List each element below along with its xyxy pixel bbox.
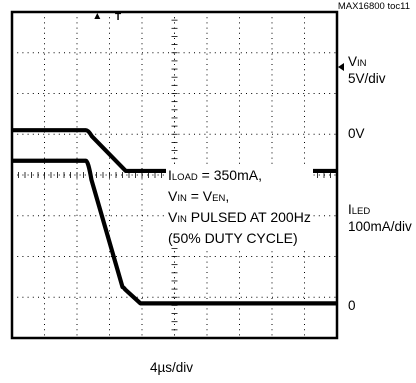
iled-zero-label: 0 <box>348 298 356 313</box>
iled-scale: 100mA/div <box>348 219 412 234</box>
trigger-level-arrow <box>338 62 344 71</box>
vin-zero-label: 0V <box>348 126 365 141</box>
annotation-vin-ven: VIN = VEN, <box>168 188 230 204</box>
trigger-marker: T <box>115 12 122 23</box>
time-scale: 4µs/div <box>150 360 194 375</box>
figure-id: MAX16800 toc11 <box>337 1 410 12</box>
markers <box>94 13 344 71</box>
trigger-position-arrow <box>94 13 101 19</box>
screen-frame <box>10 10 339 340</box>
annotation-load-current: ILOAD = 350mA, <box>168 167 262 183</box>
traces <box>12 128 337 306</box>
vin-label: VIN <box>348 54 367 69</box>
annotation-pulse: VIN PULSED AT 200Hz <box>168 209 311 225</box>
annotation-duty: (50% DUTY CYCLE) <box>168 230 298 246</box>
iled-label: ILED <box>348 202 371 217</box>
test-conditions: ILOAD = 350mA, VIN = VEN, VIN PULSED AT … <box>166 166 313 248</box>
trace-vin <box>12 128 337 174</box>
vin-scale: 5V/div <box>348 71 386 86</box>
trace-iled <box>12 158 337 306</box>
